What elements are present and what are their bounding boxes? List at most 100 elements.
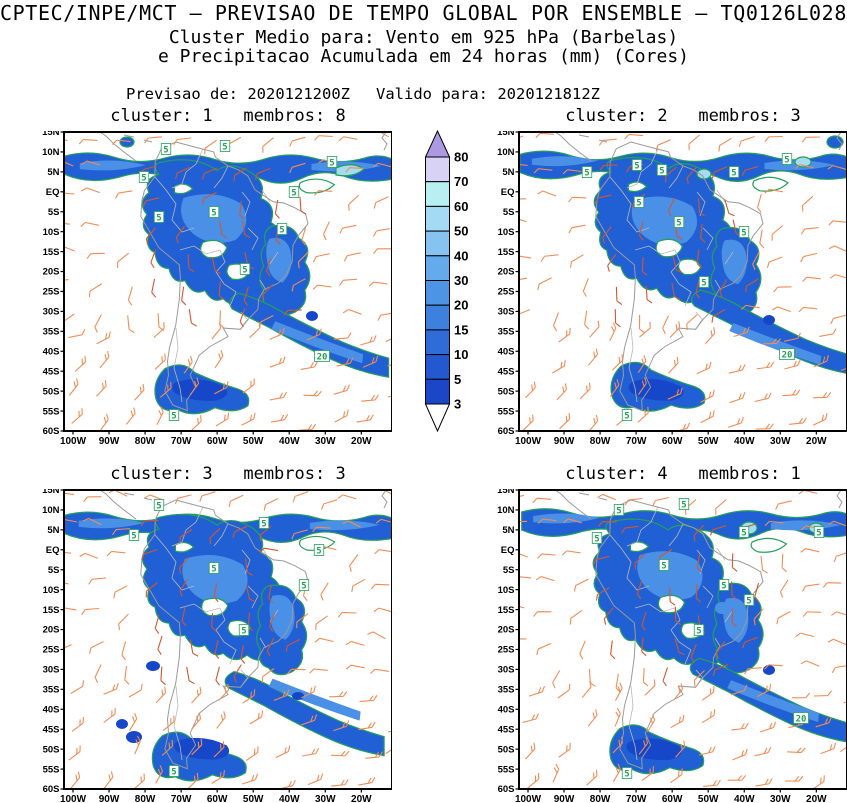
map-cluster-2: 5 5 5 5 5 5 5 5 5 5 20 15N 10N 5N EQ 5S 10S 15S 20S 25S 30S 3… — [497, 131, 847, 447]
svg-text:5: 5 — [721, 581, 726, 591]
svg-text:15S: 15S — [498, 247, 515, 258]
svg-text:EQ: EQ — [501, 545, 515, 556]
svg-text:70W: 70W — [626, 794, 647, 803]
svg-text:5S: 5S — [48, 565, 60, 576]
svg-text:5: 5 — [301, 581, 306, 591]
svg-text:40W: 40W — [279, 436, 300, 447]
svg-text:45S: 45S — [498, 724, 515, 735]
svg-text:5: 5 — [291, 188, 296, 198]
svg-text:35S: 35S — [43, 327, 60, 338]
svg-text:60: 60 — [454, 199, 468, 214]
svg-text:45S: 45S — [498, 366, 515, 377]
svg-text:45S: 45S — [43, 366, 60, 377]
forecast-valid-label: Valido para: — [376, 85, 488, 103]
svg-text:70W: 70W — [626, 436, 647, 447]
svg-text:5: 5 — [141, 173, 146, 183]
panel-2-header: cluster: 2 membros: 3 — [565, 106, 801, 126]
svg-text:50W: 50W — [698, 436, 719, 447]
panel-cluster-2: cluster: 2 membros: 3 5 5 5 5 5 5 5 5 5 5 20 15N 10N… — [495, 106, 847, 447]
svg-text:40S: 40S — [43, 346, 60, 357]
svg-text:5: 5 — [731, 168, 736, 178]
svg-text:5: 5 — [741, 228, 746, 238]
svg-text:60S: 60S — [43, 426, 60, 437]
svg-text:EQ: EQ — [46, 187, 60, 198]
map-cluster-4: 5 5 5 5 5 5 5 5 5 5 20 15N 10N 5N EQ 5S 10S 15S 20S 25S 30S 3… — [497, 489, 847, 803]
svg-text:70: 70 — [454, 174, 468, 189]
svg-text:80W: 80W — [135, 794, 156, 803]
svg-text:5: 5 — [634, 161, 639, 171]
svg-text:10S: 10S — [498, 227, 515, 238]
svg-text:100W: 100W — [60, 436, 87, 447]
forecast-init-value: 2020121200Z — [247, 85, 350, 103]
svg-text:60W: 60W — [662, 794, 683, 803]
forecast-init-label: Previsao de: — [126, 85, 238, 103]
svg-text:30W: 30W — [770, 436, 791, 447]
svg-text:100W: 100W — [515, 436, 542, 447]
svg-text:5: 5 — [242, 265, 247, 275]
svg-text:80: 80 — [454, 150, 468, 165]
svg-text:10S: 10S — [43, 585, 60, 596]
svg-text:5N: 5N — [47, 167, 59, 178]
svg-text:5N: 5N — [502, 525, 514, 536]
svg-text:15N: 15N — [42, 131, 60, 138]
panel-cluster-1: cluster: 1 membros: 8 5 5 5 5 5 5 5 5 5 5 20 15N 10N… — [40, 106, 392, 447]
svg-text:20W: 20W — [806, 794, 827, 803]
svg-text:40S: 40S — [498, 704, 515, 715]
svg-text:EQ: EQ — [46, 545, 60, 556]
svg-text:10N: 10N — [497, 147, 515, 158]
svg-text:30S: 30S — [498, 307, 515, 318]
svg-text:20S: 20S — [498, 267, 515, 278]
svg-text:5: 5 — [261, 519, 266, 529]
svg-text:15: 15 — [454, 322, 468, 337]
svg-text:55S: 55S — [43, 764, 60, 775]
svg-text:5: 5 — [131, 531, 136, 541]
svg-text:20W: 20W — [351, 436, 372, 447]
svg-text:50S: 50S — [498, 744, 515, 755]
svg-text:90W: 90W — [99, 436, 120, 447]
svg-text:20: 20 — [782, 350, 793, 360]
svg-text:10: 10 — [454, 347, 468, 362]
svg-text:70W: 70W — [171, 436, 192, 447]
svg-text:3: 3 — [454, 397, 461, 412]
panel-cluster-3: cluster: 3 membros: 3 5 5 5 5 5 5 5 5 15N 10N 5N EQ… — [40, 464, 392, 803]
svg-text:100W: 100W — [515, 794, 542, 803]
svg-text:25S: 25S — [498, 645, 515, 656]
svg-text:10S: 10S — [498, 585, 515, 596]
svg-text:40W: 40W — [734, 794, 755, 803]
svg-text:15S: 15S — [43, 605, 60, 616]
svg-text:50S: 50S — [43, 386, 60, 397]
svg-text:25S: 25S — [498, 287, 515, 298]
svg-text:50S: 50S — [43, 744, 60, 755]
svg-text:90W: 90W — [99, 794, 120, 803]
subtitle-line2: e Precipitacao Acumulada em 24 horas (mm… — [157, 46, 689, 67]
svg-text:5S: 5S — [48, 207, 60, 218]
svg-text:40: 40 — [454, 248, 468, 263]
svg-text:5: 5 — [171, 767, 176, 777]
svg-text:20: 20 — [796, 714, 807, 724]
svg-text:5: 5 — [701, 278, 706, 288]
panel-1-header: cluster: 1 membros: 8 — [110, 106, 346, 126]
svg-text:5: 5 — [454, 372, 461, 387]
svg-text:5: 5 — [156, 213, 161, 223]
svg-text:5: 5 — [616, 506, 621, 516]
svg-text:5: 5 — [681, 500, 686, 510]
svg-text:55S: 55S — [498, 764, 515, 775]
svg-text:10N: 10N — [497, 505, 515, 516]
svg-text:20: 20 — [454, 298, 468, 313]
svg-text:35S: 35S — [498, 327, 515, 338]
svg-text:30W: 30W — [315, 436, 336, 447]
svg-text:5: 5 — [696, 626, 701, 636]
svg-text:60S: 60S — [43, 784, 60, 795]
svg-text:15N: 15N — [497, 131, 515, 138]
svg-text:20S: 20S — [43, 267, 60, 278]
svg-text:5: 5 — [279, 225, 284, 235]
svg-text:50: 50 — [454, 224, 468, 239]
svg-text:60S: 60S — [498, 426, 515, 437]
svg-text:5: 5 — [661, 561, 666, 571]
svg-text:35S: 35S — [43, 685, 60, 696]
svg-text:60W: 60W — [662, 436, 683, 447]
svg-text:5: 5 — [171, 411, 176, 421]
svg-text:5: 5 — [816, 528, 821, 538]
svg-text:60S: 60S — [498, 784, 515, 795]
